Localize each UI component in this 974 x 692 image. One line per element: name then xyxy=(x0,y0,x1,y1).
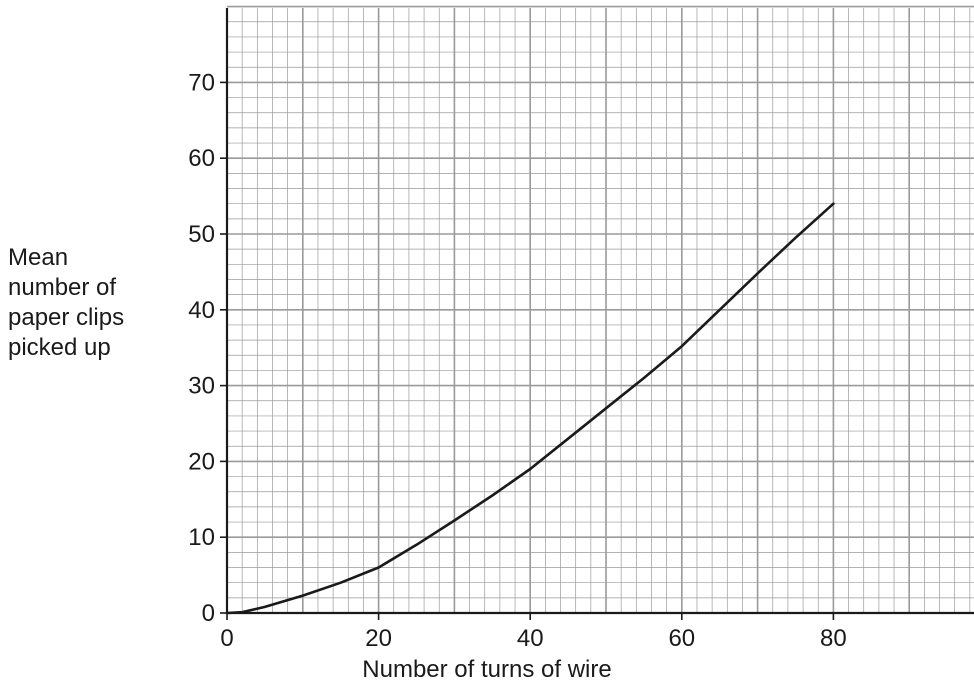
y-tick-label: 0 xyxy=(202,600,215,627)
y-tick-label: 10 xyxy=(188,524,215,551)
y-axis-label-line-1: Mean xyxy=(8,244,69,271)
y-tick-label: 60 xyxy=(188,145,215,172)
series-line xyxy=(225,202,835,615)
series-group xyxy=(225,202,835,615)
y-axis-label-line-2: number of xyxy=(8,274,117,301)
x-tick-label: 60 xyxy=(668,625,695,652)
y-tick-label: 50 xyxy=(188,221,215,248)
y-axis-label-line-4: picked up xyxy=(8,334,111,361)
x-tick-label: 80 xyxy=(820,625,847,652)
y-tick-label: 40 xyxy=(188,297,215,324)
x-axis-label: Number of turns of wire xyxy=(362,656,612,683)
y-tick-label: 20 xyxy=(188,448,215,475)
x-tick-label: 0 xyxy=(220,625,233,652)
y-tick-label: 70 xyxy=(188,69,215,96)
y-axis-label-line-3: paper clips xyxy=(8,304,125,331)
x-tick-labels: 0 20 40 60 80 xyxy=(220,625,846,652)
y-tick-label: 30 xyxy=(188,373,215,400)
axes xyxy=(220,8,974,620)
x-tick-label: 20 xyxy=(365,625,392,652)
x-tick-label: 40 xyxy=(517,625,544,652)
y-axis-label: Mean number of paper clips picked up xyxy=(8,243,124,363)
y-tick-labels: 0 10 20 30 40 50 60 70 xyxy=(188,69,215,627)
